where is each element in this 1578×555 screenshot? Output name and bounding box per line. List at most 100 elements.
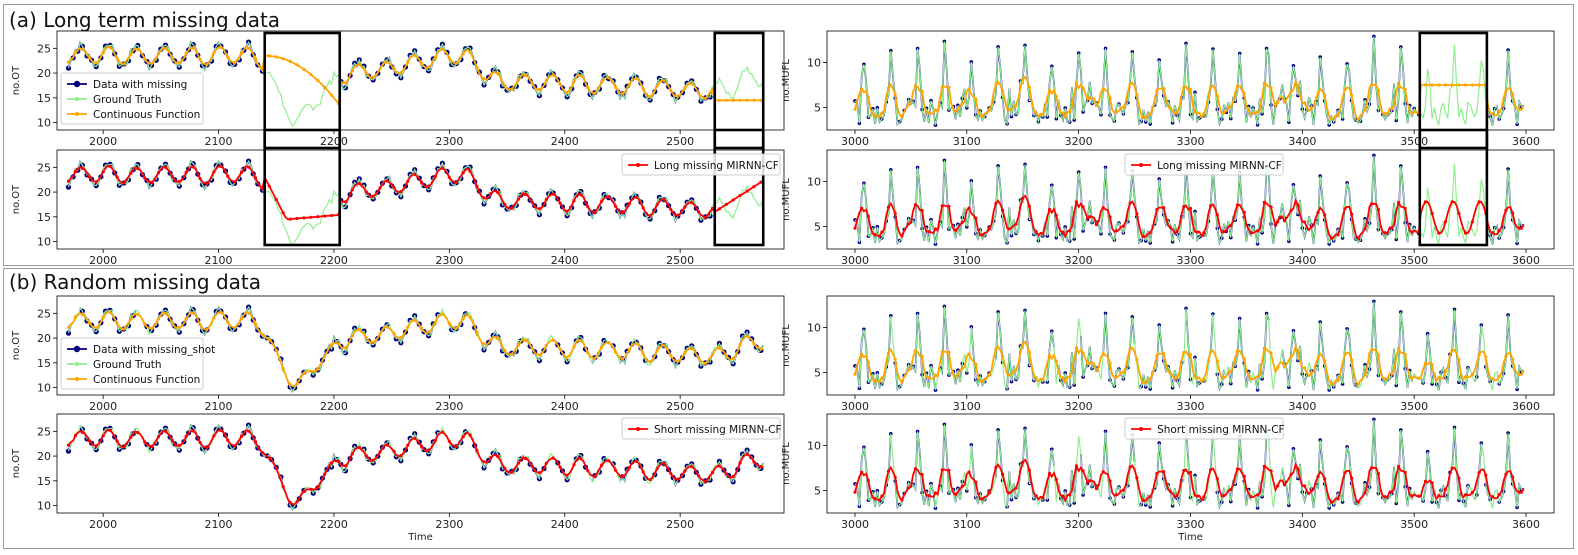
point-estimate (880, 230, 884, 234)
x-tick-label: 2000 (89, 518, 117, 531)
point-estimate (676, 213, 680, 217)
point-estimate (73, 315, 78, 320)
x-tick-label: 3300 (1177, 518, 1205, 531)
missing-range-box (263, 31, 342, 150)
point-estimate (634, 341, 638, 345)
point-estimate (1256, 375, 1260, 379)
point-estimate (392, 185, 396, 189)
point-estimate (1269, 469, 1273, 473)
point-estimate (960, 220, 964, 224)
point-estimate (579, 74, 583, 78)
point-estimate (627, 347, 632, 352)
point-estimate (468, 315, 472, 319)
point-estimate (641, 352, 645, 356)
point-estimate (489, 338, 493, 342)
point-estimate (1376, 208, 1380, 212)
legend-swatch-marker (73, 345, 81, 353)
point-estimate (510, 352, 514, 356)
point-estimate (607, 341, 611, 345)
point-estimate (586, 351, 590, 355)
point-estimate (1021, 77, 1025, 81)
point-estimate (1350, 93, 1354, 97)
point-estimate (1209, 350, 1213, 354)
x-tick-label: 2300 (435, 518, 463, 531)
point-estimate (267, 338, 271, 342)
point-estimate (1329, 117, 1333, 121)
y-tick-label: 10 (37, 117, 51, 130)
point-estimate (913, 349, 917, 353)
x-tick-label: 2000 (89, 400, 117, 413)
point-estimate (1182, 205, 1186, 209)
point-estimate (1048, 88, 1052, 93)
legend-box (60, 337, 204, 390)
legend-box (60, 72, 204, 125)
point-estimate (447, 175, 451, 179)
point-estimate (1504, 208, 1508, 212)
point-estimate (738, 193, 742, 198)
point-estimate (371, 194, 375, 198)
point-estimate (620, 357, 625, 361)
legend-entry: Short missing MIRNN-CF (1157, 424, 1285, 436)
point-estimate (489, 73, 493, 77)
point-estimate (316, 485, 320, 489)
point-estimate (1296, 203, 1300, 207)
point-estimate (987, 373, 991, 377)
point-estimate (593, 91, 597, 95)
point-estimate (413, 318, 417, 322)
point-estimate (205, 446, 209, 450)
point-estimate (1329, 236, 1333, 240)
x-tick-label: 3000 (841, 135, 869, 148)
point-estimate (745, 189, 749, 193)
point-estimate (1390, 490, 1394, 494)
point-estimate (122, 62, 126, 66)
section-a-frame (3, 4, 1574, 266)
point-estimate (1356, 117, 1360, 121)
point-estimate (184, 434, 188, 438)
series-ground-truth-line (854, 301, 1524, 391)
point-estimate (260, 451, 264, 455)
point-estimate (893, 357, 897, 361)
point-estimate (731, 474, 735, 479)
y-tick-label: 15 (37, 92, 51, 105)
point-estimate (1088, 361, 1092, 365)
point-estimate (468, 433, 472, 437)
point-estimate (1108, 215, 1112, 219)
point-estimate (1316, 356, 1320, 361)
point-estimate (974, 97, 978, 101)
point-estimate (170, 439, 174, 443)
point-estimate (233, 326, 237, 330)
point-estimate (1256, 110, 1260, 114)
point-estimate (1396, 201, 1401, 205)
point-estimate (745, 334, 749, 338)
point-estimate (1303, 366, 1307, 370)
point-estimate (1464, 493, 1468, 497)
x-tick-label: 3000 (841, 400, 869, 413)
point-estimate (627, 201, 632, 206)
point-estimate (1188, 87, 1193, 91)
x-tick-label: 2300 (435, 400, 463, 413)
point-estimate (482, 342, 486, 346)
point-estimate (1383, 112, 1387, 116)
point-estimate (537, 353, 541, 357)
point-estimate (191, 429, 195, 433)
point-estimate (1048, 353, 1052, 358)
point-estimate (267, 54, 271, 58)
point-estimate (860, 470, 864, 474)
point-estimate (80, 166, 84, 170)
x-tick-label: 3400 (1288, 135, 1316, 148)
point-estimate (163, 165, 168, 169)
point-estimate (143, 322, 147, 326)
point-estimate (994, 465, 998, 469)
point-estimate (1370, 348, 1374, 352)
point-estimate (662, 198, 666, 202)
point-estimate (364, 336, 368, 340)
point-estimate (191, 311, 195, 315)
point-estimate (880, 376, 884, 380)
point-estimate (323, 85, 327, 89)
point-estimate (1464, 231, 1468, 235)
point-estimate (385, 179, 389, 183)
point-estimate (1235, 203, 1240, 207)
point-estimate (669, 354, 673, 358)
point-estimate (752, 98, 756, 102)
point-estimate (94, 61, 98, 65)
